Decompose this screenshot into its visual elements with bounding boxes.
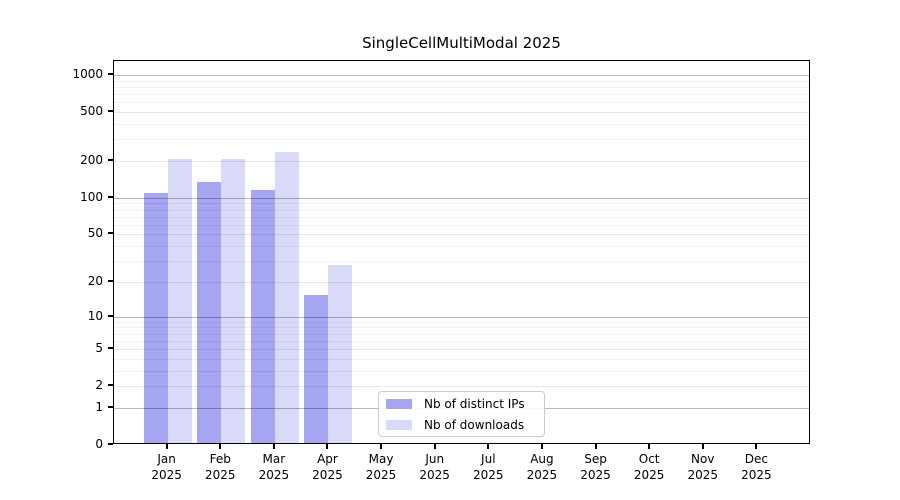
- x-tick-mark-oct: [648, 444, 651, 449]
- gridline-minor-60: [114, 224, 809, 226]
- y-tick-mark-2: [108, 384, 113, 387]
- gridline-minor-4: [114, 358, 809, 360]
- y-tick-mark-10: [108, 314, 113, 317]
- bar-downloads-mar: [274, 151, 299, 443]
- gridline-10: [114, 316, 809, 318]
- gridline-5: [114, 349, 809, 351]
- x-tick-mark-jul: [487, 444, 490, 449]
- gridline-minor-9: [114, 321, 809, 323]
- chart-title: SingleCellMultiModal 2025: [362, 34, 561, 52]
- gridline-minor-6: [114, 340, 809, 342]
- x-tick-label-jan: Jan 2025: [151, 452, 182, 482]
- gridline-minor-3: [114, 370, 809, 372]
- gridline-200: [114, 161, 809, 162]
- x-tick-mark-sep: [594, 444, 597, 449]
- gridline-minor-80: [114, 209, 809, 211]
- x-tick-mark-dec: [755, 444, 758, 449]
- y-tick-label-500: 500: [80, 104, 103, 119]
- bar-distinct-ips-feb: [197, 181, 222, 443]
- x-tick-label-oct: Oct 2025: [633, 452, 665, 482]
- y-tick-mark-1: [108, 405, 113, 408]
- gridline-2: [114, 386, 809, 388]
- y-tick-label-20: 20: [87, 273, 103, 288]
- y-tick-mark-20: [108, 279, 113, 282]
- y-tick-mark-0: [108, 443, 113, 445]
- x-tick-label-dec: Dec 2025: [741, 452, 772, 482]
- x-tick-mark-jun: [433, 444, 436, 449]
- bar-distinct-ips-apr: [304, 294, 329, 443]
- legend-label-distinct-ips: Nb of distinct IPs: [424, 396, 525, 411]
- y-tick-mark-1000: [108, 73, 113, 76]
- y-tick-label-5: 5: [95, 341, 103, 356]
- gridline-50: [114, 234, 809, 236]
- gridline-minor-600: [114, 102, 809, 104]
- gridline-500: [114, 112, 809, 114]
- gridline-minor-8: [114, 327, 809, 329]
- x-tick-label-mar: Mar 2025: [258, 452, 290, 482]
- y-tick-mark-500: [108, 110, 113, 113]
- gridline-minor-700: [114, 94, 809, 96]
- bar-downloads-jan: [167, 158, 192, 443]
- x-tick-mark-nov: [701, 444, 704, 449]
- bar-downloads-apr: [328, 264, 353, 443]
- legend-item-distinct-ips: Nb of distinct IPs: [386, 397, 544, 411]
- y-tick-mark-5: [108, 347, 113, 350]
- gridline-100: [114, 197, 809, 199]
- legend: Nb of distinct IPs Nb of downloads: [378, 391, 545, 437]
- x-tick-label-aug: Aug 2025: [526, 452, 558, 482]
- x-tick-label-jun: Jun 2025: [419, 452, 450, 482]
- x-tick-mark-aug: [540, 444, 543, 449]
- legend-label-downloads: Nb of downloads: [424, 417, 525, 432]
- x-tick-mark-apr: [326, 444, 329, 449]
- gridline-minor-40: [114, 246, 809, 248]
- x-tick-label-apr: Apr 2025: [312, 452, 343, 482]
- gridline-minor-800: [114, 86, 809, 88]
- gridline-minor-70: [114, 216, 809, 218]
- x-tick-label-jul: Jul 2025: [473, 452, 504, 482]
- x-tick-label-sep: Sep 2025: [580, 452, 611, 482]
- gridline-1000: [114, 75, 809, 77]
- x-tick-mark-mar: [272, 444, 275, 449]
- x-tick-mark-may: [380, 444, 383, 449]
- gridline-20: [114, 281, 809, 283]
- bar-distinct-ips-jan: [143, 193, 168, 443]
- bar-downloads-feb: [221, 158, 246, 443]
- y-tick-mark-50: [108, 232, 113, 235]
- y-tick-label-100: 100: [80, 189, 103, 204]
- x-tick-label-may: May 2025: [365, 452, 397, 482]
- y-tick-label-0: 0: [95, 437, 103, 451]
- legend-swatch-distinct-ips-icon: [386, 398, 412, 409]
- y-tick-label-10: 10: [87, 308, 103, 323]
- gridline-minor-300: [114, 139, 809, 141]
- gridline-minor-7: [114, 333, 809, 335]
- y-tick-label-200: 200: [80, 153, 103, 167]
- bar-distinct-ips-mar: [250, 189, 275, 443]
- legend-swatch-downloads-icon: [386, 419, 412, 430]
- y-tick-mark-100: [108, 195, 113, 198]
- y-tick-label-1000: 1000: [72, 67, 103, 82]
- y-tick-label-1: 1: [95, 399, 103, 414]
- gridline-minor-400: [114, 124, 809, 126]
- x-tick-mark-feb: [219, 444, 222, 449]
- y-tick-label-2: 2: [95, 378, 103, 393]
- y-tick-mark-200: [108, 159, 113, 161]
- x-tick-mark-jan: [165, 444, 168, 449]
- plot-area: [113, 60, 810, 444]
- x-tick-label-nov: Nov 2025: [687, 452, 719, 482]
- gridline-minor-90: [114, 203, 809, 205]
- gridline-minor-900: [114, 80, 809, 82]
- legend-item-downloads: Nb of downloads: [386, 418, 544, 432]
- y-tick-label-50: 50: [87, 226, 103, 241]
- gridline-minor-30: [114, 261, 809, 263]
- x-tick-label-feb: Feb 2025: [204, 452, 236, 482]
